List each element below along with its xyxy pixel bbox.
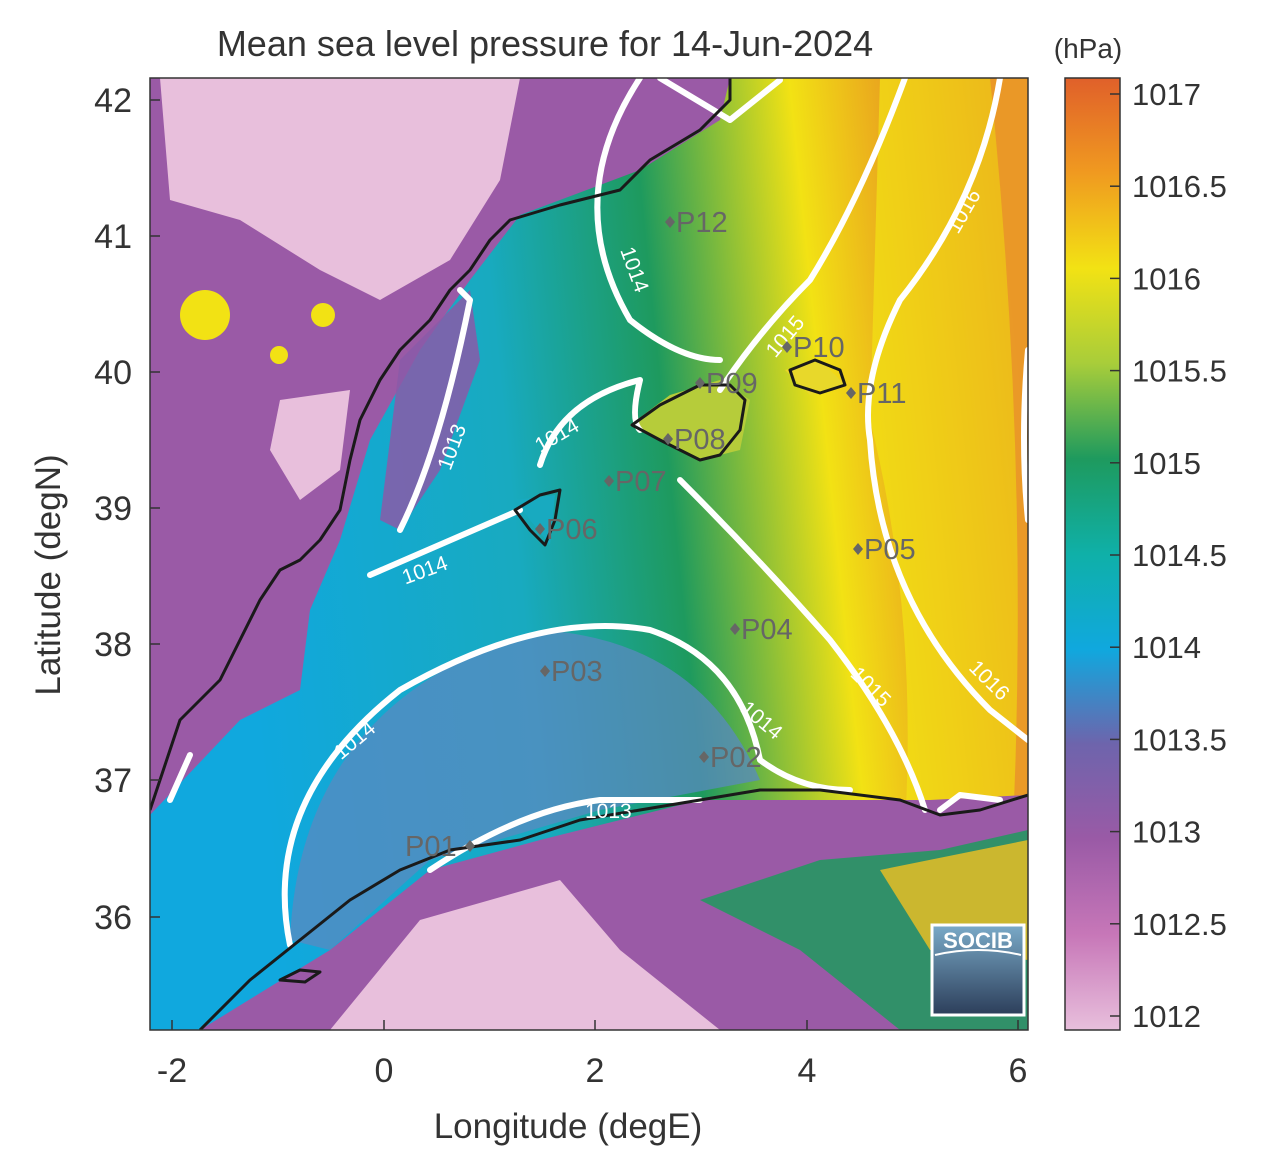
station-label: P10	[793, 332, 845, 364]
coastline	[150, 78, 1028, 1030]
colorbar-tick-label: 1016.5	[1132, 169, 1227, 204]
colorbar-tick-label: 1014.5	[1132, 538, 1227, 573]
station-label: P04	[741, 614, 793, 646]
logo-text: SOCIB	[943, 928, 1013, 953]
station-marker	[699, 751, 709, 763]
colorbar-units: (hPa)	[1054, 33, 1122, 64]
socib-logo: SOCIB	[930, 923, 1026, 1017]
station-marker	[465, 840, 475, 852]
station-marker	[540, 665, 550, 677]
station-label: P01	[405, 831, 457, 863]
colorbar-tick-label: 1014	[1132, 630, 1201, 665]
contour-label: 1017	[1025, 435, 1048, 482]
station-marker	[730, 623, 740, 635]
station-marker	[846, 387, 856, 399]
colorbar-tick-label: 1015.5	[1132, 354, 1227, 389]
colorbar-ticks: 1017 1016.5 1016 1015.5 1015 1014.5 1014 1013.5…	[1110, 77, 1227, 1034]
station-label: P09	[706, 368, 758, 400]
station-label: P05	[864, 534, 916, 566]
y-tick-label: 41	[94, 218, 132, 256]
station-label: P12	[676, 207, 728, 239]
x-axis-label: Longitude (degE)	[434, 1107, 703, 1146]
y-tick-label: 36	[94, 899, 132, 937]
x-axis-ticks: -2 0 2 4 6	[157, 1020, 1028, 1090]
y-axis-label: Latitude (degN)	[29, 454, 68, 695]
x-tick-label: 4	[798, 1052, 817, 1090]
station-marker	[665, 216, 675, 228]
isobars	[167, 78, 1028, 948]
x-tick-label: 2	[586, 1052, 605, 1090]
colorbar-tick-label: 1015	[1132, 446, 1201, 481]
colorbar	[1064, 77, 1121, 1031]
station-marker	[853, 543, 863, 555]
colorbar-tick-label: 1016	[1132, 261, 1201, 296]
station-label: P08	[674, 424, 726, 456]
colorbar-tick-label: 1017	[1132, 77, 1201, 112]
station-label: P07	[615, 466, 667, 498]
y-tick-label: 40	[94, 354, 132, 392]
pressure-field	[150, 78, 1028, 1030]
station-marker	[663, 433, 673, 445]
colorbar-tick-label: 1013.5	[1132, 722, 1227, 757]
y-tick-label: 42	[94, 82, 132, 120]
station-marker	[604, 475, 614, 487]
x-tick-label: 6	[1009, 1052, 1028, 1090]
station-marker	[782, 341, 792, 353]
y-tick-label: 39	[94, 490, 132, 528]
station-label: P02	[710, 742, 762, 774]
chart-title: Mean sea level pressure for 14-Jun-2024	[217, 23, 873, 64]
station-label: P11	[857, 378, 906, 410]
colorbar-tick-label: 1013	[1132, 815, 1201, 850]
station-label: P03	[551, 656, 603, 688]
y-tick-label: 38	[94, 626, 132, 664]
map-frame	[149, 77, 1029, 1031]
y-axis-ticks: 42 41 40 39 38 37 36	[94, 82, 160, 937]
station-marker	[695, 377, 705, 389]
colorbar-tick-label: 1012.5	[1132, 907, 1227, 942]
station-marker	[535, 523, 545, 535]
colorbar-tick-label: 1012	[1132, 999, 1201, 1034]
x-tick-label: -2	[157, 1052, 187, 1090]
y-tick-label: 37	[94, 762, 132, 800]
x-tick-label: 0	[375, 1052, 394, 1090]
contour-label: 1013	[585, 800, 632, 823]
station-label: P06	[546, 514, 598, 546]
